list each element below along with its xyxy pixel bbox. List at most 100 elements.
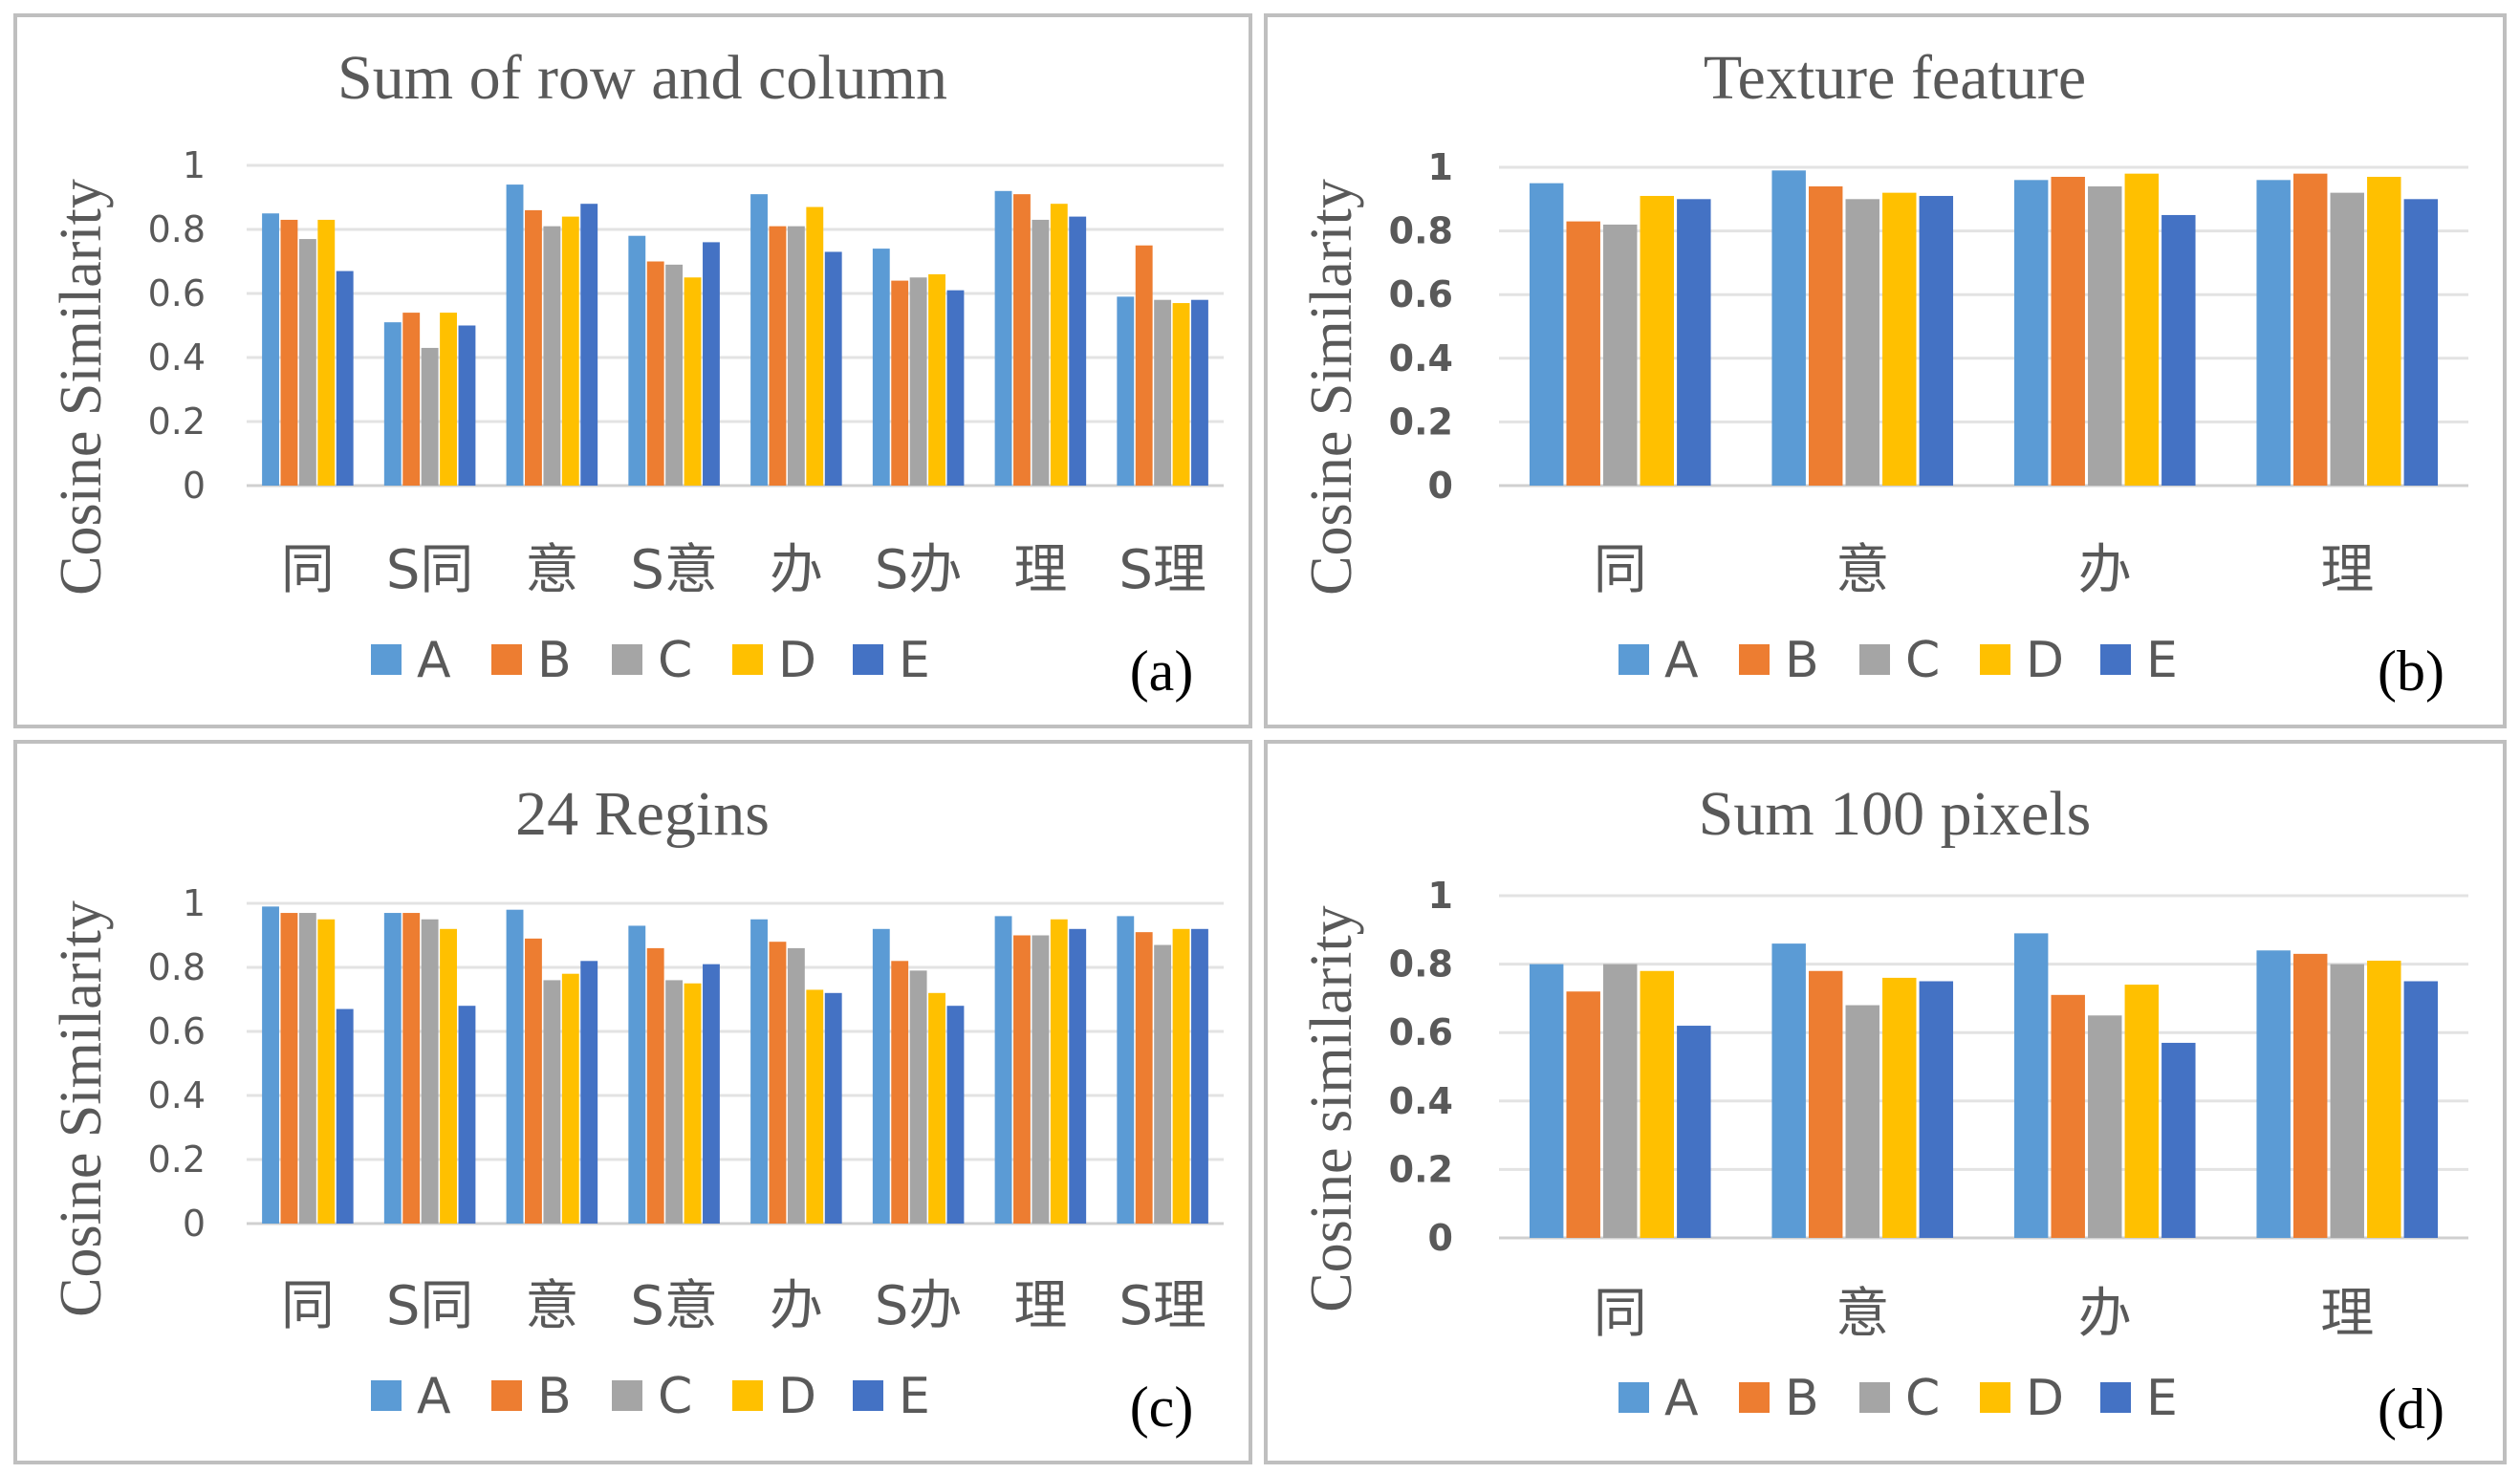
bar-A-5 [750, 194, 768, 486]
bar-B-3 [2051, 176, 2085, 487]
bar-C-1 [1603, 224, 1638, 486]
bar-E-1 [1677, 199, 1711, 487]
legend-swatch-B [491, 644, 522, 675]
bar-B-1 [1566, 221, 1600, 487]
x-category-label: 意 [1836, 539, 1889, 601]
bar-B-4 [646, 947, 664, 1224]
legend-label-A: A [417, 1368, 451, 1425]
bar-A-1 [262, 213, 279, 486]
bar-C-2 [1845, 199, 1879, 487]
bar-C-3 [2088, 185, 2122, 487]
legend-label-B: B [1785, 632, 1819, 689]
bar-E-5 [824, 251, 842, 486]
bar-A-4 [2256, 950, 2291, 1238]
bar-A-1 [1529, 964, 1564, 1238]
legend-swatch-D [732, 644, 763, 675]
legend-swatch-A [371, 644, 402, 675]
bar-A-4 [628, 925, 646, 1224]
bar-E-1 [336, 271, 354, 486]
legend-label-E: E [2146, 632, 2178, 689]
bar-C-5 [787, 226, 805, 486]
bar-A-4 [2256, 180, 2291, 486]
x-category-label: 意 [525, 1275, 578, 1337]
bar-B-7 [1013, 194, 1031, 486]
bar-A-1 [1529, 183, 1564, 486]
legend-label-A: A [417, 632, 451, 689]
bar-E-5 [824, 992, 842, 1224]
bar-D-2 [440, 313, 457, 486]
bar-C-4 [2330, 964, 2364, 1238]
bar-A-3 [506, 909, 524, 1224]
bar-D-1 [317, 219, 336, 486]
x-category-label: 同 [281, 539, 335, 601]
x-category-label: S同 [386, 539, 474, 601]
bar-B-4 [646, 261, 664, 486]
bar-E-3 [2162, 1042, 2196, 1238]
bar-D-3 [561, 973, 579, 1224]
chart-panel-3: 24 Regins Cosine Similarity 0 0.2 0.4 0.6 0.8 1… [13, 740, 1252, 1464]
y-axis-label: Cosine Similarity [49, 900, 114, 1317]
bar-C-1 [298, 239, 316, 487]
legend-swatch-A [1618, 1382, 1649, 1413]
y-tick-label: 0.2 [1389, 1148, 1453, 1190]
bar-C-1 [298, 913, 316, 1224]
bar-A-6 [872, 249, 890, 486]
panel-label: (d) [2378, 1377, 2444, 1441]
chart-panel-2: Texture feature Cosine Similarity 0 0.2 0.4 0… [1264, 13, 2507, 728]
y-tick-label: 0.6 [148, 1010, 206, 1052]
y-axis-label: Cosine similarity [1299, 905, 1364, 1311]
y-tick-label: 0.2 [1389, 401, 1453, 443]
y-tick-label: 0.4 [1389, 1080, 1453, 1122]
bar-E-3 [580, 961, 598, 1224]
x-category-label: 办 [770, 1275, 823, 1337]
legend-label-B: B [537, 1368, 572, 1425]
bar-B-1 [280, 219, 298, 486]
bar-C-6 [909, 970, 927, 1224]
bar-B-4 [2292, 173, 2328, 486]
bar-D-5 [806, 989, 824, 1224]
bar-E-2 [1919, 981, 1954, 1238]
legend-label-B: B [537, 632, 572, 689]
y-tick-label: 0 [183, 1203, 206, 1245]
bar-A-3 [506, 184, 524, 486]
y-tick-label: 0 [1428, 1217, 1453, 1259]
bar-A-4 [628, 235, 646, 486]
bar-D-4 [2367, 961, 2401, 1238]
x-category-label: S意 [630, 1275, 718, 1337]
bar-D-1 [1640, 970, 1675, 1238]
x-category-label: 理 [1013, 1275, 1067, 1337]
bar-E-2 [458, 1006, 476, 1224]
x-category-label: S同 [386, 1275, 474, 1337]
bar-A-8 [1117, 916, 1135, 1224]
legend-label-B: B [1785, 1370, 1819, 1427]
bar-D-5 [806, 206, 824, 487]
bar-A-3 [2013, 933, 2049, 1238]
x-category-label: S办 [875, 1275, 963, 1337]
bar-A-2 [383, 913, 402, 1224]
bar-B-7 [1013, 935, 1031, 1224]
chart-title: Texture feature [1704, 43, 2086, 113]
bar-D-6 [928, 992, 945, 1224]
y-tick-label: 1 [183, 144, 206, 186]
bar-E-1 [336, 1008, 354, 1224]
legend-label-A: A [1664, 632, 1699, 689]
legend-label-E: E [2146, 1370, 2178, 1427]
legend-swatch-A [1618, 644, 1649, 675]
x-category-label: S理 [1119, 539, 1206, 601]
bar-E-4 [703, 242, 720, 486]
bar-E-8 [1191, 299, 1208, 486]
legend-swatch-B [491, 1380, 522, 1411]
bar-C-4 [2330, 192, 2364, 486]
bar-C-3 [543, 226, 561, 486]
legend-label-D: D [778, 632, 816, 689]
legend-label-E: E [899, 1368, 930, 1425]
x-category-label: 办 [770, 539, 823, 601]
bar-E-7 [1069, 216, 1087, 486]
bar-D-3 [2124, 985, 2160, 1238]
legend-label-C: C [658, 1368, 692, 1425]
bar-E-2 [458, 325, 476, 486]
y-tick-label: 0.4 [148, 336, 206, 379]
chart-title: Sum 100 pixels [1699, 779, 2092, 849]
legend-label-D: D [2026, 632, 2064, 689]
legend-label-A: A [1664, 1370, 1699, 1427]
